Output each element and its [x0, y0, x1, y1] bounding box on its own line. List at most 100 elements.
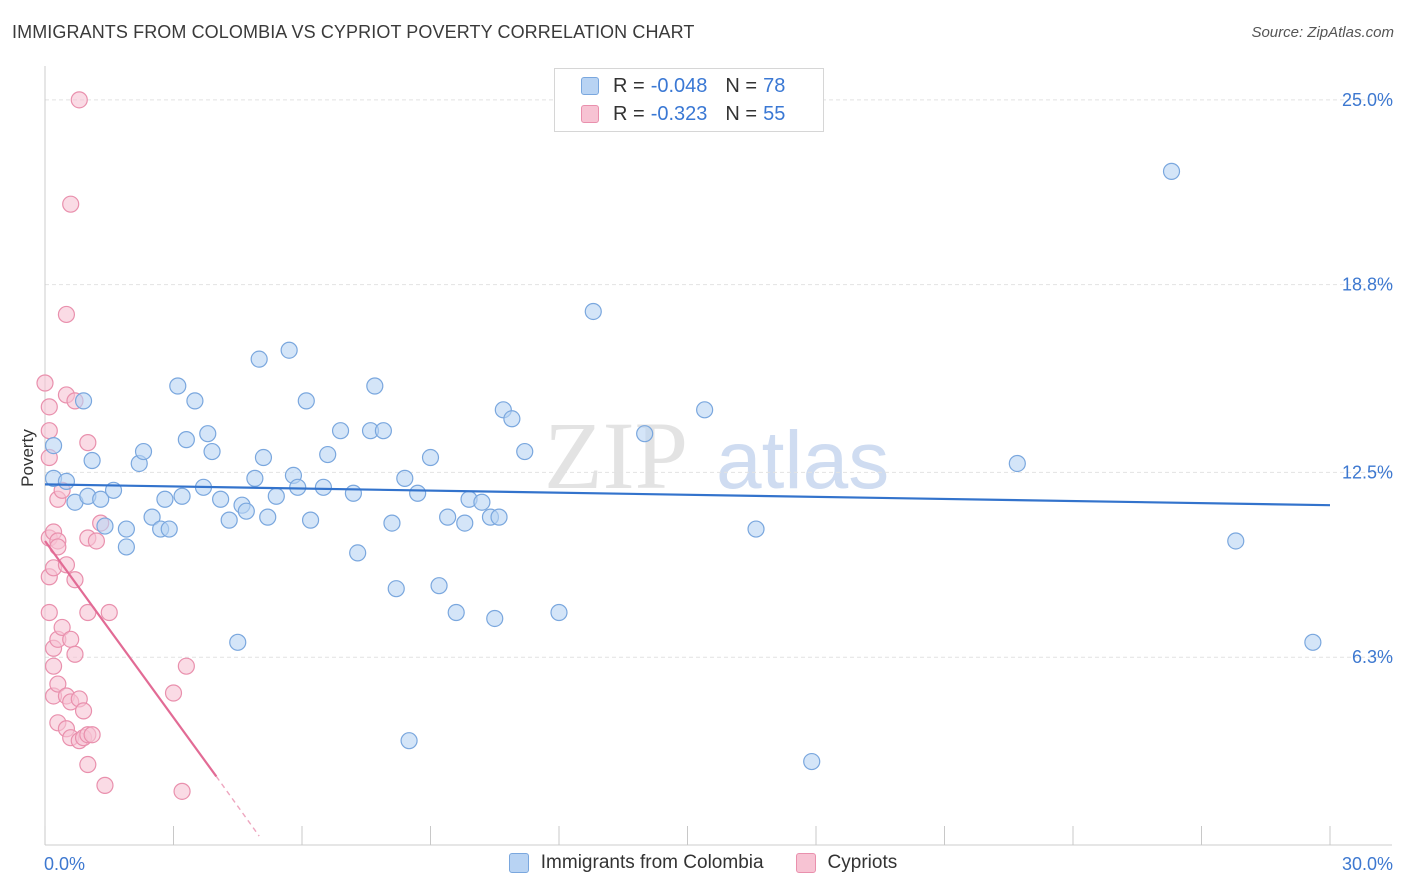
cypriots-point [79, 755, 97, 774]
colombia-point [96, 517, 114, 535]
colombia-point [387, 580, 405, 598]
watermark-zip: ZIP [544, 402, 688, 509]
colombia-trend-line [44, 483, 1331, 507]
y-tick-label: 6.3% [1352, 647, 1393, 667]
colombia-point [503, 410, 521, 428]
colombia-point [229, 633, 247, 651]
colombia-point [803, 752, 821, 771]
colombia-point [374, 422, 392, 440]
colombia-point [400, 732, 418, 750]
colombia-point [396, 469, 414, 487]
y-axis-label: Poverty [18, 429, 37, 487]
colombia-point [696, 401, 714, 419]
colombia-point [250, 350, 268, 368]
n-value: 78 [763, 74, 786, 97]
colombia-point [280, 341, 298, 359]
colombia-point [134, 442, 153, 461]
blue-swatch [581, 77, 599, 95]
colombia-point [383, 514, 401, 532]
cypriots-point [40, 422, 58, 440]
colombia-point [421, 448, 440, 467]
chart-title: IMMIGRANTS FROM COLOMBIA VS CYPRIOT POVE… [12, 22, 695, 42]
n-label: N = [725, 102, 758, 125]
series-legend: Immigrants from Colombia Cypriots [0, 852, 1406, 874]
colombia-point [430, 577, 448, 595]
cypriots-point [164, 684, 183, 702]
legend-item-cypriots[interactable]: Cypriots [795, 852, 898, 874]
cypriots-points [36, 91, 195, 800]
cypriots-point [173, 782, 191, 800]
y-tick-label: 18.8% [1342, 275, 1393, 295]
colombia-point [439, 508, 457, 526]
colombia-point [83, 451, 101, 470]
cypriots-point [87, 532, 106, 550]
colombia-point [117, 538, 135, 556]
colombia-point [177, 431, 195, 449]
colombia-point [1227, 532, 1245, 550]
x-tick-label: 0.0% [44, 854, 85, 874]
colombia-point [143, 508, 161, 526]
tick-labels: 6.3% 12.5% 18.8% 25.0% 0.0% 30.0% [44, 90, 1393, 874]
legend-label-cypriots: Cypriots [827, 852, 898, 873]
colombia-point [186, 392, 204, 410]
cypriots-trend-extension [215, 776, 260, 837]
colombia-point [212, 490, 230, 508]
colombia-point [550, 603, 568, 622]
colombia-point [254, 448, 273, 467]
colombia-point [319, 445, 337, 464]
watermark-atlas: atlas [716, 415, 889, 506]
colombia-point [301, 511, 320, 529]
cypriots-point [79, 434, 97, 452]
legend-item-colombia[interactable]: Immigrants from Colombia [508, 852, 764, 874]
colombia-point [344, 484, 362, 502]
n-label: N = [725, 74, 758, 97]
cypriots-point [57, 556, 76, 574]
x-tick-label: 30.0% [1342, 854, 1393, 874]
cypriots-point [177, 657, 195, 675]
cypriots-point [83, 726, 101, 744]
cypriots-point [40, 603, 58, 622]
cypriots-point [96, 776, 114, 794]
colombia-point [747, 520, 765, 538]
cypriots-point [100, 603, 118, 622]
colombia-point [584, 302, 602, 321]
colombia-point [516, 442, 534, 461]
colombia-point [173, 487, 191, 505]
colombia-point [237, 502, 255, 520]
cypriots-point [40, 398, 58, 416]
n-value: 55 [763, 102, 786, 125]
cypriots-point [53, 618, 71, 637]
cypriots-point [57, 305, 76, 324]
colombia-points [44, 162, 1322, 771]
legend-label-colombia: Immigrants from Colombia [540, 852, 764, 873]
colombia-point [331, 422, 350, 440]
r-label: R = [613, 102, 645, 125]
colombia-point [456, 514, 474, 532]
legend-row-colombia: R = -0.048 N = 78 [581, 73, 785, 99]
colombia-point [349, 544, 367, 562]
colombia-point [636, 425, 654, 443]
colombia-point [169, 377, 187, 395]
r-value: -0.323 [650, 102, 708, 125]
colombia-point [220, 511, 238, 529]
colombia-point [267, 487, 285, 505]
colombia-point [366, 377, 384, 395]
correlation-legend: R = -0.048 N = 78 R = -0.323 N = 55 [554, 68, 824, 132]
watermark: ZIP atlas [544, 402, 889, 509]
cypriots-point [62, 195, 80, 213]
colombia-point [314, 478, 333, 496]
colombia-point [92, 490, 110, 508]
pink-swatch [795, 853, 816, 873]
colombia-point [44, 436, 63, 455]
r-value: -0.048 [650, 74, 708, 97]
cypriots-point [74, 702, 93, 720]
colombia-point [447, 603, 465, 622]
cypriots-point [62, 630, 80, 648]
colombia-point [297, 392, 315, 410]
blue-swatch [508, 853, 529, 873]
y-tick-label: 12.5% [1342, 462, 1393, 482]
colombia-point [409, 484, 427, 502]
gridlines [45, 99, 1392, 658]
colombia-point [117, 520, 135, 538]
